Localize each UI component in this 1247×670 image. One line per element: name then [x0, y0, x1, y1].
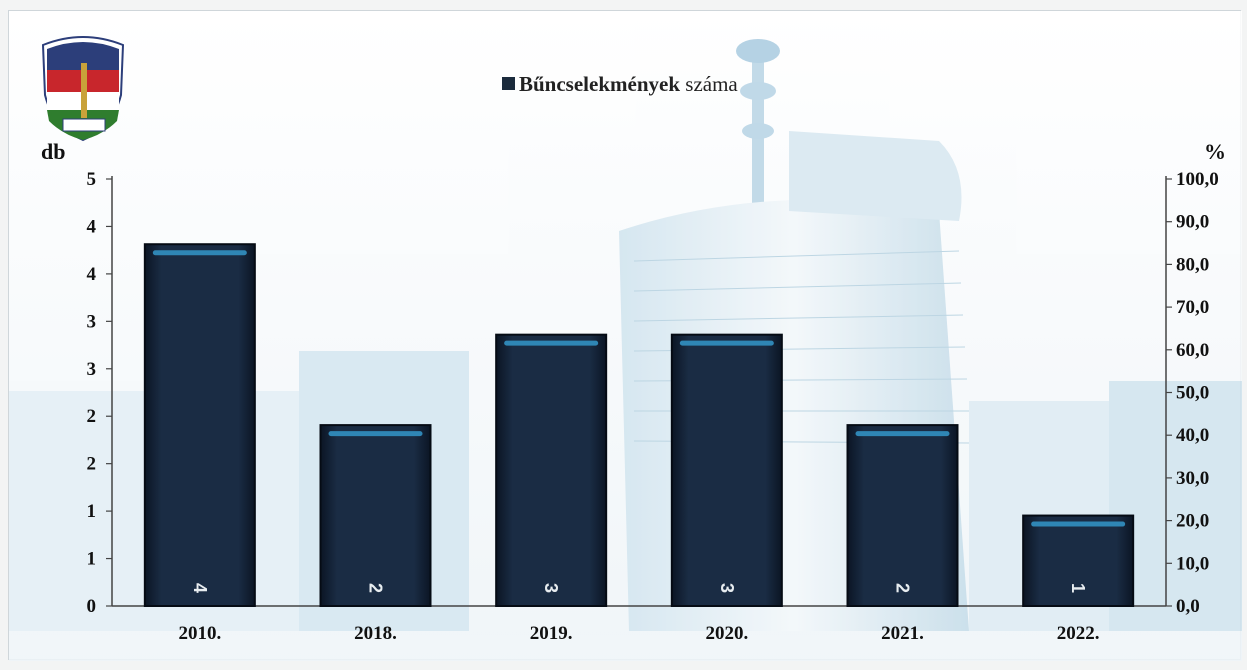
right-tick-label: 20,0: [1176, 511, 1209, 532]
bars: 4 2 3 3 2 1: [143, 243, 1135, 607]
left-tick-label: 2: [87, 406, 97, 427]
right-tick-label: 30,0: [1176, 468, 1209, 489]
right-tick-label: 60,0: [1176, 340, 1209, 361]
category-labels: 2010. 2018. 2019. 2020. 2021. 2022.: [178, 623, 1099, 644]
bar-highlight: [152, 250, 247, 256]
bar-highlight: [855, 431, 950, 437]
right-tick-label: 70,0: [1176, 297, 1209, 318]
category-label: 2019.: [530, 623, 573, 644]
left-axis-unit: db: [41, 139, 65, 164]
left-axis-ticks: 0 1 1 2 2 3 3 4 4 5: [87, 169, 112, 617]
bar-highlight: [504, 340, 599, 346]
right-tick-label: 0,0: [1176, 596, 1200, 617]
left-tick-label: 1: [87, 501, 97, 522]
left-tick-label: 3: [87, 311, 97, 332]
bar: 4: [143, 243, 256, 607]
category-label: 2022.: [1057, 623, 1100, 644]
bar-body: [143, 243, 256, 607]
bar-data-label: 1: [1068, 583, 1088, 593]
right-tick-label: 40,0: [1176, 425, 1209, 446]
bar: 2: [319, 424, 432, 607]
category-label: 2021.: [881, 623, 924, 644]
bar: 1: [1022, 514, 1135, 607]
right-axis-unit: %: [1204, 139, 1226, 164]
bar-body: [495, 333, 608, 607]
chart-frame: Bűncselekmények száma db % 0 1 1 2 2 3 3 4 4 5 0,…: [8, 10, 1242, 661]
legend-label: Bűncselekmények száma: [519, 72, 738, 96]
right-tick-label: 100,0: [1176, 169, 1219, 190]
bar-body: [1022, 514, 1135, 607]
left-tick-label: 4: [87, 216, 97, 237]
category-label: 2018.: [354, 623, 397, 644]
right-tick-label: 80,0: [1176, 254, 1209, 275]
right-axis-ticks: 0,0 10,0 20,0 30,0 40,0 50,0 60,0 70,0 80,0 90,0 1…: [1166, 169, 1219, 617]
bar-data-label: 2: [893, 583, 913, 593]
category-label: 2020.: [705, 623, 748, 644]
left-tick-label: 3: [87, 359, 97, 380]
bar-data-label: 4: [190, 583, 210, 593]
bar-highlight: [679, 340, 774, 346]
bar: 3: [670, 333, 783, 607]
bar-chart: Bűncselekmények száma db % 0 1 1 2 2 3 3 4 4 5 0,…: [9, 11, 1242, 661]
bar: 3: [495, 333, 608, 607]
left-tick-label: 0: [87, 596, 97, 617]
right-tick-label: 10,0: [1176, 553, 1209, 574]
left-tick-label: 2: [87, 454, 97, 475]
legend-swatch: [502, 77, 515, 90]
police-badge-logo: [41, 36, 125, 142]
bar-body: [670, 333, 783, 607]
right-tick-label: 50,0: [1176, 383, 1209, 404]
bar: 2: [846, 424, 959, 607]
bar-highlight: [328, 431, 423, 437]
left-tick-label: 5: [87, 169, 97, 190]
bar-data-label: 3: [541, 583, 561, 593]
bar-highlight: [1031, 521, 1126, 527]
bar-body: [846, 424, 959, 607]
bar-body: [319, 424, 432, 607]
right-tick-label: 90,0: [1176, 212, 1209, 233]
category-label: 2010.: [178, 623, 221, 644]
bar-data-label: 2: [366, 583, 386, 593]
left-tick-label: 1: [87, 549, 97, 570]
legend: Bűncselekmények száma: [502, 72, 738, 96]
bar-data-label: 3: [717, 583, 737, 593]
left-tick-label: 4: [87, 264, 97, 285]
